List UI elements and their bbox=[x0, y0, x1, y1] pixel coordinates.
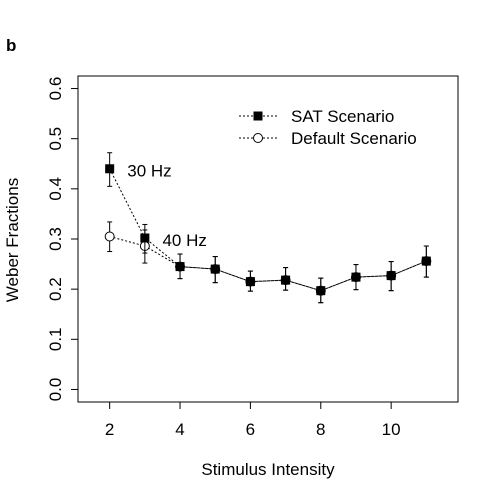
data-point bbox=[210, 264, 220, 274]
data-point bbox=[175, 262, 185, 272]
legend: SAT Scenario Default Scenario bbox=[239, 107, 417, 148]
legend-marker bbox=[253, 133, 263, 143]
annotation-label: 40 Hz bbox=[162, 231, 206, 250]
x-tick-label: 2 bbox=[105, 420, 114, 439]
series-default bbox=[104, 221, 432, 304]
panel-label: b bbox=[6, 36, 16, 55]
y-tick-label: 0.4 bbox=[46, 177, 65, 201]
data-point bbox=[351, 272, 361, 282]
series-line bbox=[109, 168, 427, 292]
y-tick-label: 0.6 bbox=[46, 77, 65, 101]
data-point bbox=[104, 231, 115, 242]
legend-item: SAT Scenario bbox=[239, 107, 394, 126]
annotation-label: 30 Hz bbox=[127, 161, 171, 180]
x-tick-label: 4 bbox=[175, 420, 184, 439]
y-axis-title: Weber Fractions bbox=[3, 178, 22, 302]
x-axis-title: Stimulus Intensity bbox=[201, 460, 335, 479]
legend-label: Default Scenario bbox=[291, 129, 417, 148]
x-tick-label: 8 bbox=[316, 420, 325, 439]
y-axis: 0.0 0.1 0.2 0.3 0.4 0.5 0.6 bbox=[46, 77, 79, 402]
legend-marker bbox=[253, 111, 263, 121]
data-point bbox=[245, 277, 255, 287]
plot-frame bbox=[77, 75, 459, 403]
data-point bbox=[281, 275, 291, 285]
data-point bbox=[386, 271, 396, 281]
x-tick-label: 10 bbox=[382, 420, 401, 439]
series-sat bbox=[105, 152, 431, 304]
legend-label: SAT Scenario bbox=[291, 107, 394, 126]
annotations: 30 Hz 40 Hz bbox=[127, 161, 207, 250]
x-axis: 2 4 6 8 10 bbox=[105, 401, 401, 439]
y-tick-label: 0.5 bbox=[46, 127, 65, 151]
y-tick-label: 0.2 bbox=[46, 277, 65, 301]
data-point bbox=[105, 164, 115, 174]
x-tick-label: 6 bbox=[246, 420, 255, 439]
y-tick-label: 0.3 bbox=[46, 227, 65, 251]
legend-item: Default Scenario bbox=[239, 129, 417, 148]
series-layer bbox=[104, 152, 432, 304]
data-point bbox=[140, 233, 150, 243]
series-line bbox=[109, 236, 427, 292]
y-tick-label: 0.0 bbox=[46, 378, 65, 402]
y-tick-label: 0.1 bbox=[46, 327, 65, 351]
data-point bbox=[421, 256, 431, 266]
data-point bbox=[316, 286, 326, 296]
